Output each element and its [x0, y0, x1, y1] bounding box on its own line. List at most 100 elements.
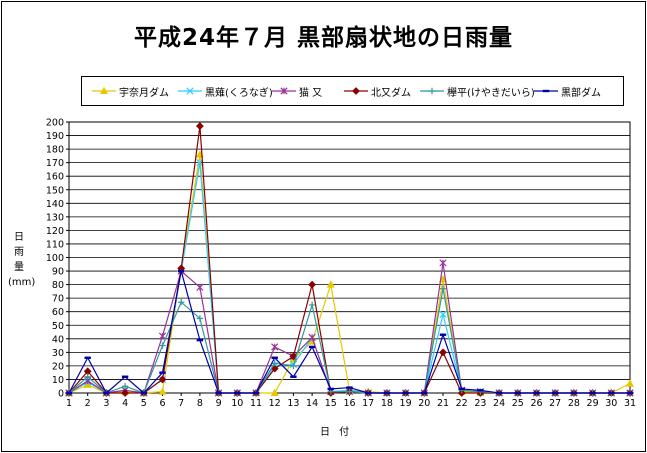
x-tick-label: 11 [250, 398, 262, 409]
legend-label: 北又ダム [371, 87, 411, 99]
legend-swatch [92, 86, 116, 95]
legend-label: 黒部ダム [561, 87, 601, 99]
y-axis-label-line: 量 [14, 262, 24, 273]
data-point [439, 259, 447, 267]
data-point [270, 388, 279, 397]
data-point [234, 391, 241, 395]
data-point [178, 269, 185, 273]
data-point [178, 299, 185, 306]
data-point [428, 87, 436, 95]
data-point [439, 333, 447, 336]
x-tick-label: 28 [568, 398, 580, 409]
legend-label: 欅平(けやきだいら) [447, 87, 535, 99]
data-point [495, 391, 503, 395]
y-tick-label: 190 [46, 131, 64, 142]
data-point [383, 391, 391, 395]
x-tick-label: 26 [530, 398, 542, 409]
data-point [608, 391, 615, 395]
data-point [346, 386, 353, 389]
y-tick-label: 120 [46, 226, 64, 237]
data-point [365, 391, 372, 395]
legend-swatch [534, 89, 558, 93]
data-point [589, 391, 596, 395]
legend-swatch [344, 87, 368, 95]
x-tick-label: 8 [197, 398, 203, 409]
data-point [477, 389, 484, 392]
x-tick-label: 27 [549, 398, 561, 409]
data-point [196, 338, 204, 342]
legend-item: 北又ダム [344, 77, 411, 105]
x-tick-label: 4 [122, 398, 128, 409]
x-tick-label: 7 [178, 398, 184, 409]
y-axis-label-line: (mm) [8, 277, 36, 288]
data-point [438, 274, 448, 283]
x-axis-label: 日 付 [320, 427, 353, 438]
y-tick-label: 40 [52, 334, 64, 345]
data-point [121, 375, 129, 378]
legend-label: 黒薙(くろなぎ) [205, 87, 273, 99]
data-point [439, 348, 447, 357]
data-point [570, 391, 578, 395]
data-point [121, 389, 130, 397]
y-tick-label: 70 [52, 294, 64, 305]
data-point [84, 356, 91, 359]
x-tick-label: 17 [362, 398, 374, 409]
y-tick-label: 90 [52, 267, 64, 278]
data-point [439, 285, 447, 292]
data-point [542, 89, 550, 93]
data-point [308, 301, 316, 309]
data-point [271, 359, 278, 367]
x-tick-label: 30 [605, 398, 617, 409]
x-tick-label: 2 [85, 398, 91, 409]
data-point [352, 87, 360, 95]
x-tick-label: 13 [287, 398, 299, 409]
data-point [439, 310, 447, 319]
x-tick-label: 22 [456, 398, 468, 409]
x-tick-label: 5 [141, 398, 147, 409]
data-point [421, 391, 428, 395]
data-point [84, 373, 91, 380]
x-tick-label: 23 [474, 398, 486, 409]
data-point [271, 356, 278, 359]
data-point [215, 391, 222, 395]
legend-label: 猫 又 [299, 87, 323, 99]
data-point [552, 391, 559, 395]
x-tick-label: 15 [325, 398, 337, 409]
data-point [186, 87, 194, 95]
legend-item: 黒薙(くろなぎ) [178, 77, 273, 105]
y-tick-label: 10 [52, 375, 64, 386]
y-tick-label: 140 [46, 199, 64, 210]
data-point [271, 343, 279, 351]
y-tick-label: 200 [46, 118, 64, 129]
y-tick-label: 20 [52, 361, 64, 372]
data-point [327, 387, 334, 391]
y-tick-label: 30 [52, 348, 64, 359]
y-tick-label: 100 [46, 253, 64, 264]
legend-swatch [178, 87, 202, 95]
x-tick-label: 3 [103, 398, 109, 409]
data-point [290, 375, 297, 378]
y-tick-label: 170 [46, 158, 64, 169]
data-point [103, 391, 110, 395]
data-point [290, 362, 297, 370]
data-point [326, 280, 335, 288]
data-point [252, 391, 260, 395]
data-point [99, 86, 109, 95]
x-tick-label: 21 [437, 398, 449, 409]
data-point [308, 345, 316, 349]
data-point [308, 280, 317, 289]
y-axis-label: 日 雨 量 (mm) [8, 230, 36, 290]
data-point [514, 391, 521, 395]
data-point [159, 371, 166, 374]
y-tick-label: 0 [58, 389, 64, 400]
y-tick-label: 80 [52, 280, 64, 291]
x-tick-label: 31 [624, 398, 636, 409]
y-axis-label-line: 雨 [14, 247, 24, 258]
legend-swatch [272, 87, 296, 95]
legend: 宇奈月ダム 黒薙(くろなぎ) 猫 又 北又ダム 欅平(けやきだいら) 黒部ダム [81, 76, 624, 106]
x-tick-label: 25 [512, 398, 524, 409]
x-tick-label: 10 [231, 398, 243, 409]
data-point [159, 342, 166, 349]
y-tick-label: 50 [52, 321, 64, 332]
x-tick-label: 29 [587, 398, 599, 409]
